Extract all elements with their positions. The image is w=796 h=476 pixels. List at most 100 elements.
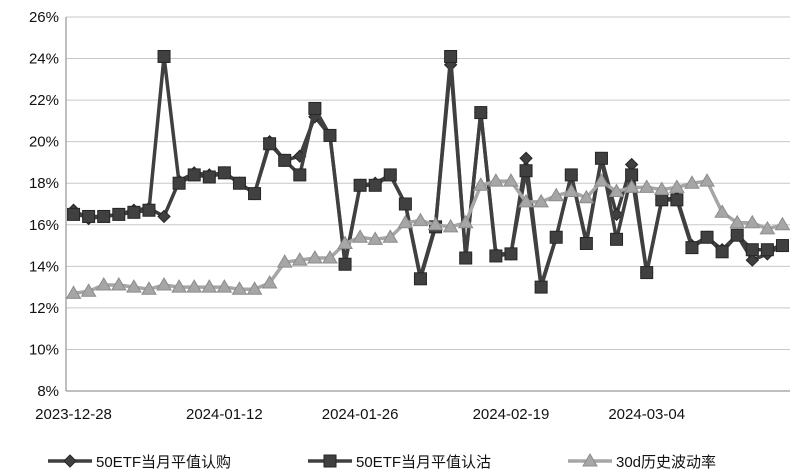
x-tick-label: 2024-01-12 [186,406,263,423]
data-point [293,168,307,182]
data-point [670,193,684,207]
data-point [95,277,112,291]
data-point [157,209,171,224]
axes [65,17,790,392]
legend-item: 50ETF当月平值认沽 [308,454,491,471]
y-tick-label: 18% [29,175,59,192]
y-tick-label: 14% [29,258,59,275]
data-point [775,239,789,253]
data-point [322,250,338,264]
data-point [457,214,474,229]
y-tick-label: 12% [29,300,59,317]
data-point [548,187,565,202]
data-point [127,205,141,219]
data-point [578,189,595,204]
data-point [472,177,489,191]
data-point [442,218,459,233]
x-tick-labels: 2023-12-28 2024-01-12 2024-01-26 2024-02-19… [35,406,685,423]
data-point [246,281,263,295]
data-point [397,214,414,229]
data-point [67,207,81,221]
data-point [80,283,97,297]
x-tick-label: 2024-01-26 [322,406,399,423]
data-point [263,137,277,151]
legend-item: 30d历史波动率 [568,453,716,471]
data-point [231,281,248,295]
data-point [534,280,548,294]
data-point [65,285,82,299]
series-square [67,49,789,294]
data-point [427,216,444,231]
data-point [625,168,639,182]
data-point [308,101,322,115]
y-tick-label: 16% [29,217,59,234]
data-point [759,220,776,235]
legend: 50ETF当月平值认购 50ETF当月平值认沽 30d历史波动率 [48,453,716,471]
legend-label: 30d历史波动率 [616,454,716,471]
data-point [519,151,533,165]
series-triangle [65,173,791,299]
data-point [367,231,384,245]
data-point [353,178,367,192]
data-point [684,175,700,189]
data-point [323,128,337,142]
data-point [383,168,397,182]
y-tick-label: 26% [29,9,59,26]
data-point [519,164,533,178]
data-point [563,183,580,198]
data-point [745,253,759,267]
data-point [216,279,233,293]
data-point [655,193,669,207]
data-point [503,173,519,187]
y-tick-label: 22% [29,92,59,109]
data-point [594,151,608,165]
legend-swatch-marker [323,454,337,468]
data-point [638,179,655,193]
data-point [533,193,549,208]
data-point [760,243,774,257]
x-tick-label: 2023-12-28 [35,406,112,423]
data-point [261,274,278,289]
data-point [97,209,111,223]
data-point [685,241,699,255]
series-lines [65,49,791,299]
legend-item: 50ETF当月平值认购 [48,454,231,471]
data-point [474,106,488,120]
data-point [398,197,412,211]
data-point [82,209,96,223]
grid-lines [66,16,790,350]
data-point [412,212,429,227]
data-point [172,176,186,190]
data-point [715,245,729,259]
data-point [126,279,142,293]
data-point [382,229,399,243]
y-tick-label: 20% [29,134,59,151]
data-point [744,214,761,229]
data-point [352,229,368,243]
data-point [459,251,473,265]
y-tick-labels: 8% 10% 12% 14% 16% 18% 20% 22% 24% 26% [29,9,59,400]
data-point [549,230,563,244]
data-point [623,179,640,193]
data-point [187,168,201,182]
data-point [729,214,746,229]
data-point [338,257,352,271]
data-point [564,168,578,182]
data-point [368,178,382,192]
data-point [730,228,744,242]
data-point [201,279,218,293]
series-line [73,54,783,289]
data-point [142,203,156,217]
data-point [337,235,353,249]
data-point [202,170,216,184]
data-point [489,249,503,263]
data-point [156,277,172,291]
data-point [413,272,427,286]
x-tick-label: 2024-03-04 [608,406,685,423]
data-point [774,216,791,231]
data-point [653,181,670,195]
data-point [488,173,504,187]
data-point [248,187,262,201]
data-point [157,49,171,63]
